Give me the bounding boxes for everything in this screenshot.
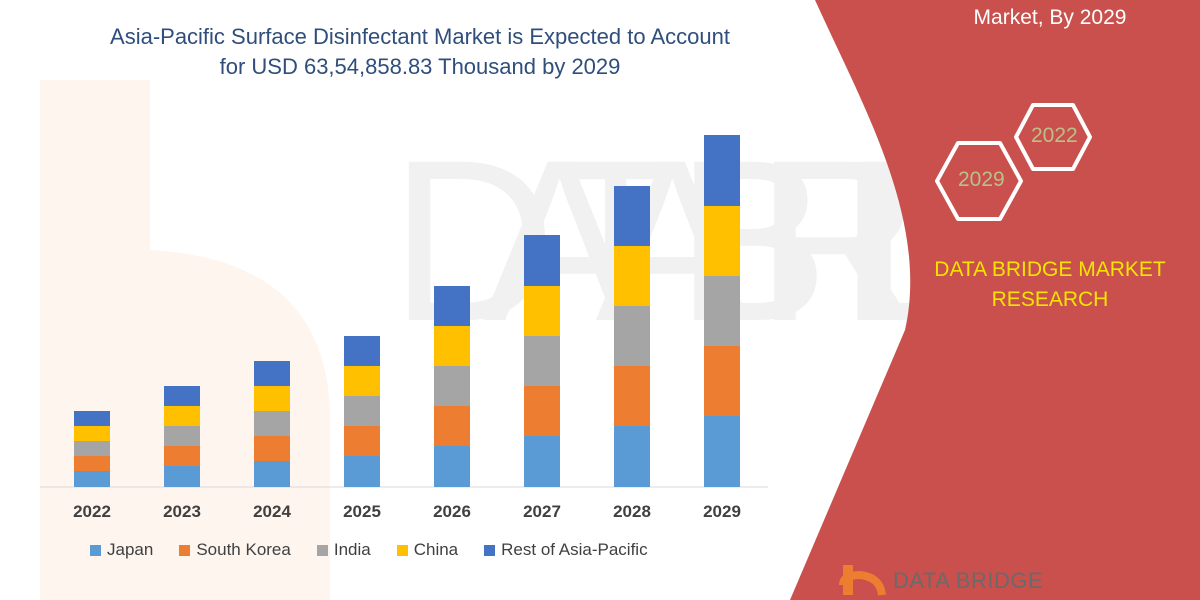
bar-segment-china-2023 <box>164 406 200 426</box>
bar-segment-china-2027 <box>524 286 560 336</box>
bar-segment-south-korea-2023 <box>164 446 200 466</box>
bar-segment-japan-2025 <box>344 456 380 487</box>
x-tick-label: 2026 <box>433 502 471 521</box>
bar-segment-rest-of-asia-pacific-2024 <box>254 361 290 386</box>
hexagon-2022-icon <box>1014 103 1092 171</box>
legend-swatch <box>396 544 408 556</box>
brand-text: DATA BRIDGE MARKET RESEARCH <box>915 255 1185 315</box>
bar-segment-rest-of-asia-pacific-2026 <box>434 286 470 326</box>
legend-item-rest-of-asia-pacific: Rest of Asia-Pacific <box>484 540 648 560</box>
logo-text: DATA BRIDGE <box>893 568 1044 593</box>
bar-segment-rest-of-asia-pacific-2023 <box>164 386 200 406</box>
x-tick-label: 2025 <box>343 502 381 521</box>
legend-swatch <box>90 544 101 556</box>
hex-label-2022: 2022 <box>1031 124 1078 147</box>
bar-segment-south-korea-2027 <box>524 386 560 436</box>
legend-item-japan: Japan <box>90 540 153 560</box>
side-panel-title: Market, By 2029 <box>973 6 1127 29</box>
hexagon-2029-icon <box>935 141 1023 221</box>
bar-segment-south-korea-2028 <box>614 366 650 426</box>
bar-segment-south-korea-2022 <box>74 456 110 471</box>
legend-label: South Korea <box>196 540 291 559</box>
bar-segment-rest-of-asia-pacific-2025 <box>344 336 380 366</box>
x-tick-label: 2024 <box>253 502 291 521</box>
bar-segment-china-2025 <box>344 366 380 396</box>
bar-segment-india-2022 <box>74 441 110 456</box>
bar-segment-rest-of-asia-pacific-2027 <box>524 235 560 286</box>
bar-segment-japan-2023 <box>164 466 200 487</box>
bar-segment-india-2029 <box>704 276 740 346</box>
legend-item-south-korea: South Korea <box>179 540 291 560</box>
bar-segment-south-korea-2026 <box>434 406 470 446</box>
bar-segment-japan-2027 <box>524 436 560 487</box>
bar-segment-india-2023 <box>164 426 200 446</box>
legend-label: Rest of Asia-Pacific <box>501 540 648 559</box>
legend-swatch <box>484 544 496 556</box>
x-tick-label: 2023 <box>163 502 201 521</box>
hex-label-2029: 2029 <box>958 168 1005 191</box>
bar-segment-china-2026 <box>434 326 470 366</box>
legend: Japan South Korea India China Rest of As… <box>90 540 648 560</box>
bars-group <box>74 135 740 487</box>
bar-segment-rest-of-asia-pacific-2029 <box>704 135 740 206</box>
bar-segment-india-2025 <box>344 396 380 426</box>
bar-segment-china-2024 <box>254 386 290 411</box>
bar-segment-india-2027 <box>524 336 560 386</box>
legend-label: China <box>413 540 459 559</box>
bar-segment-china-2022 <box>74 426 110 441</box>
red-side-panel <box>790 0 1200 600</box>
bar-segment-south-korea-2029 <box>704 346 740 416</box>
bar-segment-china-2029 <box>704 206 740 276</box>
brand-line-1: DATA BRIDGE MARKET <box>934 258 1166 281</box>
bar-segment-india-2026 <box>434 366 470 406</box>
bar-segment-india-2028 <box>614 306 650 366</box>
legend-item-india: India <box>316 540 371 560</box>
bar-segment-rest-of-asia-pacific-2022 <box>74 411 110 426</box>
legend-swatch <box>316 544 328 556</box>
x-tick-label: 2028 <box>613 502 651 521</box>
legend-label: Japan <box>107 540 154 559</box>
chart-title: Asia-Pacific Surface Disinfectant Market… <box>60 22 780 82</box>
bar-segment-china-2028 <box>614 246 650 306</box>
bar-segment-rest-of-asia-pacific-2028 <box>614 186 650 246</box>
x-tick-label: 2029 <box>703 502 741 521</box>
bar-segment-japan-2026 <box>434 446 470 487</box>
legend-swatch <box>179 544 191 556</box>
x-tick-label: 2027 <box>523 502 561 521</box>
bar-segment-japan-2024 <box>254 461 290 487</box>
bar-segment-japan-2028 <box>614 426 650 487</box>
x-tick-label: 2022 <box>73 502 111 521</box>
legend-label: India <box>333 540 371 559</box>
bar-segment-india-2024 <box>254 411 290 436</box>
bar-segment-south-korea-2025 <box>344 426 380 456</box>
logo-icon <box>839 565 886 596</box>
title-line-2: for USD 63,54,858.83 Thousand by 2029 <box>219 54 621 79</box>
bar-segment-south-korea-2024 <box>254 436 290 461</box>
brand-line-2: RESEARCH <box>991 288 1109 311</box>
bar-segment-japan-2022 <box>74 471 110 487</box>
bar-segment-japan-2029 <box>704 416 740 487</box>
legend-item-china: China <box>396 540 459 560</box>
title-line-1: Asia-Pacific Surface Disinfectant Market… <box>110 24 730 49</box>
